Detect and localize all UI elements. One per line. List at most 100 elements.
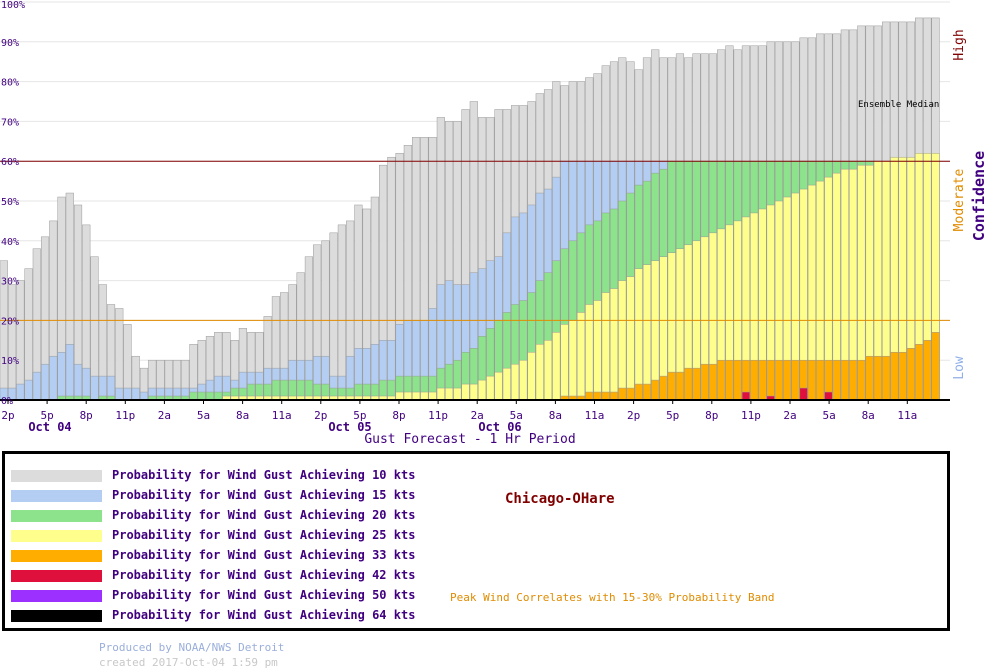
x-tick-label: 8a: [862, 409, 875, 422]
bar-10kt: [115, 308, 124, 401]
bar-33kt: [915, 344, 924, 401]
bar-15kt: [90, 375, 99, 401]
bar-33kt: [593, 391, 602, 401]
x-tick-label: 2p: [314, 409, 327, 422]
bar-33kt: [634, 383, 643, 401]
bar-25kt: [535, 344, 544, 401]
x-tick-label: 8p: [392, 409, 405, 422]
bar-15kt: [65, 344, 74, 401]
bar-33kt: [791, 359, 800, 401]
bar-33kt: [774, 359, 783, 401]
bar-33kt: [898, 351, 907, 401]
legend-label: Probability for Wind Gust Achieving 42 k…: [112, 568, 416, 582]
bar-25kt: [527, 351, 536, 401]
bar-25kt: [403, 391, 412, 401]
bar-25kt: [436, 387, 445, 401]
x-tick-label: 2p: [627, 409, 640, 422]
bar-15kt: [123, 387, 132, 401]
x-tick-label: 11a: [897, 409, 917, 422]
bar-33kt: [618, 387, 627, 401]
bar-10kt: [16, 280, 25, 401]
bar-25kt: [568, 320, 577, 401]
bar-25kt: [453, 387, 462, 401]
bar-15kt: [57, 351, 66, 401]
bar-33kt: [659, 375, 668, 401]
x-tick-label: 5p: [353, 409, 366, 422]
bar-25kt: [651, 260, 660, 401]
bar-33kt: [766, 359, 775, 401]
x-tick-label: 5p: [666, 409, 679, 422]
bar-33kt: [931, 332, 940, 401]
bar-25kt: [560, 324, 569, 401]
bar-25kt: [445, 387, 454, 401]
bar-25kt: [618, 280, 627, 401]
bar-33kt: [692, 367, 701, 401]
bar-33kt: [890, 351, 899, 401]
confidence-moderate-label: Moderate: [952, 169, 967, 232]
bar-25kt: [576, 312, 586, 401]
bar-33kt: [882, 355, 891, 401]
bar-33kt: [626, 387, 635, 401]
x-tick-label: 11p: [741, 409, 761, 422]
x-tick-label: 5a: [197, 409, 210, 422]
y-tick-labels: 0% 10% 20% 30% 40% 50% 60% 70% 80% 90% 100%: [1, 0, 25, 407]
bar-33kt: [783, 359, 792, 401]
legend-swatch: [11, 510, 102, 522]
bar-25kt: [626, 276, 635, 401]
date-label: Oct 04: [28, 420, 71, 434]
x-tick-label: 5p: [40, 409, 53, 422]
legend-label: Probability for Wind Gust Achieving 33 k…: [112, 548, 416, 562]
bar-25kt: [585, 304, 594, 401]
bar-25kt: [609, 288, 619, 401]
produced-by[interactable]: Produced by NOAA/NWS Detroit: [99, 641, 285, 654]
bar-15kt: [115, 387, 124, 401]
bar-33kt: [857, 359, 866, 401]
bar-25kt: [519, 359, 528, 401]
bar-25kt: [552, 332, 561, 401]
bar-25kt: [642, 264, 652, 401]
y-tick-label: 10%: [1, 356, 19, 367]
bar-15kt: [131, 387, 140, 401]
bar-25kt: [486, 375, 495, 401]
confidence-scale: High Moderate Low Confidence: [952, 29, 988, 379]
y-tick-label: 50%: [1, 197, 19, 208]
y-tick-label: 0%: [1, 396, 13, 407]
legend-label: Probability for Wind Gust Achieving 25 k…: [112, 528, 416, 542]
bar-33kt: [585, 391, 594, 401]
bar-33kt: [816, 359, 825, 401]
x-tick-label: 8a: [236, 409, 249, 422]
bar-25kt: [634, 268, 643, 401]
legend-swatch: [11, 490, 102, 502]
x-tick-label: 11a: [585, 409, 605, 422]
bar-20kt: [197, 391, 206, 401]
y-tick-label: 100%: [1, 0, 25, 11]
date-labels: Oct 04 Oct 05 Oct 06: [28, 420, 521, 434]
y-tick-label: 20%: [1, 316, 19, 327]
bar-33kt: [832, 359, 841, 401]
bar-25kt: [543, 340, 553, 401]
confidence-low-label: Low: [952, 356, 967, 380]
x-tick-label: 2p: [1, 409, 14, 422]
x-tick-label: 2a: [158, 409, 171, 422]
x-axis-label: Gust Forecast - 1 Hr Period: [364, 432, 575, 447]
legend-swatch: [11, 470, 102, 482]
bar-15kt: [139, 391, 149, 401]
confidence-title: Confidence: [970, 151, 988, 241]
confidence-high-label: High: [952, 29, 967, 60]
bar-15kt: [24, 379, 33, 401]
bar-25kt: [502, 367, 511, 401]
bar-33kt: [758, 359, 767, 401]
legend-label: Probability for Wind Gust Achieving 50 k…: [112, 588, 416, 602]
bar-25kt: [461, 383, 470, 401]
x-tick-label: 8a: [549, 409, 562, 422]
bar-33kt: [708, 363, 718, 401]
x-tick-label: 2a: [783, 409, 796, 422]
legend-label: Probability for Wind Gust Achieving 15 k…: [112, 488, 416, 502]
legend: Probability for Wind Gust Achieving 10 k…: [2, 451, 950, 631]
bar-33kt: [840, 359, 849, 401]
confidence-thresholds: [0, 160, 950, 321]
gust-probability-chart: 0% 10% 20% 30% 40% 50% 60% 70% 80% 90% 100% 2p 5p 8p…: [0, 0, 988, 447]
bar-10kt: [337, 224, 346, 401]
bar-10kt: [329, 232, 338, 401]
x-tick-label: 11p: [428, 409, 448, 422]
